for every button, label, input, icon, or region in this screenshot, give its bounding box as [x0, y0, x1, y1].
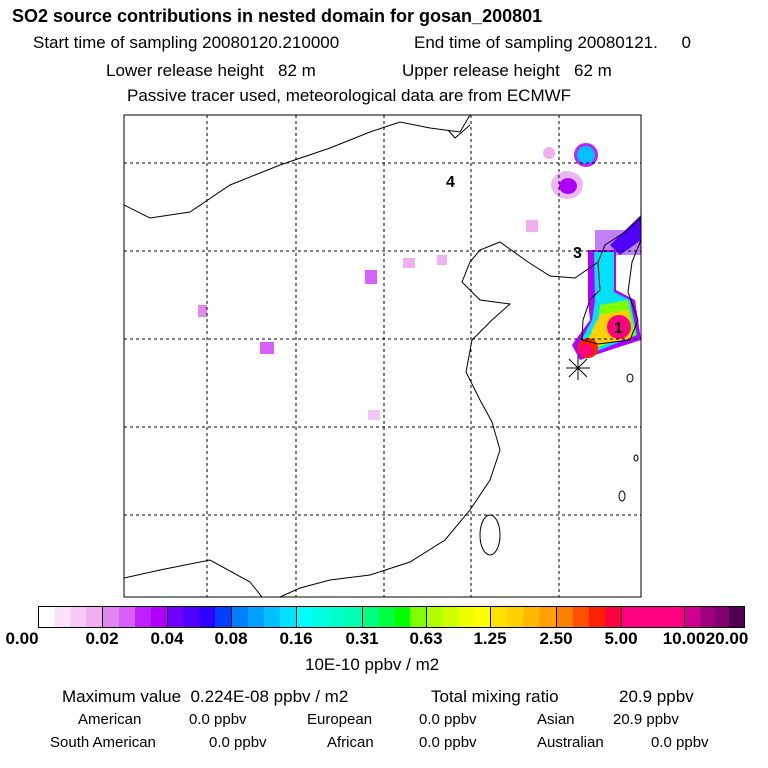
plume-patch	[198, 305, 207, 317]
region-value: 0.0 ppbv	[209, 734, 267, 751]
colorbar-segment	[490, 606, 557, 628]
plot-title: SO2 source contributions in nested domai…	[12, 6, 543, 26]
cluster-label: 3	[573, 245, 582, 262]
colorbar-segment	[556, 606, 622, 628]
cluster-label: 4	[446, 174, 455, 191]
cluster-label: 1	[614, 320, 623, 337]
plume-patch	[580, 344, 592, 356]
colorbar-segment	[621, 606, 685, 628]
colorbar-tick-label: 2.50	[539, 629, 573, 648]
max-value: Maximum value 0.224E-08 ppbv / m2	[62, 687, 349, 706]
plume-patch	[577, 146, 595, 164]
region-name: Australian	[537, 734, 604, 751]
region-name: European	[307, 711, 373, 728]
upper-release-height: Upper release height 62 m	[402, 61, 612, 80]
region-name: American	[78, 711, 142, 728]
plume-patch	[368, 410, 380, 420]
colorbar-tick-label: 0.31	[345, 629, 379, 648]
colorbar-segment	[38, 606, 103, 628]
colorbar-tick-label: 0.02	[85, 629, 119, 648]
total-mixing-value: 20.9 ppbv	[619, 687, 694, 706]
colorbar-tick-label: 0.16	[279, 629, 313, 648]
colorbar-segment	[362, 606, 427, 628]
colorbar-tick-label: 0.00	[5, 629, 39, 648]
coastlines	[124, 115, 641, 597]
plume-patch	[526, 220, 538, 232]
map-frame	[123, 114, 642, 598]
total-mixing-label: Total mixing ratio	[431, 687, 559, 706]
colorbar-segment	[231, 606, 297, 628]
tracer-note: Passive tracer used, meteorological data…	[127, 86, 572, 105]
region-name: Asian	[537, 711, 575, 728]
plume-patch	[260, 342, 274, 354]
region-name: African	[327, 734, 374, 751]
colorbar-segment	[167, 606, 232, 628]
region-value: 0.0 ppbv	[651, 734, 709, 751]
region-value: 0.0 ppbv	[189, 711, 247, 728]
colorbar-tick-label: 5.00	[604, 629, 638, 648]
plume-patch	[559, 178, 577, 194]
plume-patch	[543, 147, 555, 159]
colorbar-segment	[684, 606, 745, 628]
lower-release-height: Lower release height 82 m	[106, 61, 316, 80]
colorbar-tick-label: 20.00	[705, 629, 749, 648]
colorbar-segment	[102, 606, 168, 628]
concentration-field	[198, 143, 641, 420]
colorbar-tick-label: 0.63	[409, 629, 443, 648]
receptor-star-icon	[566, 356, 590, 380]
colorbar	[38, 606, 745, 628]
colorbar-segment	[426, 606, 491, 628]
plume-patch	[437, 255, 447, 265]
region-name: South American	[50, 734, 156, 751]
start-time: Start time of sampling 20080120.210000	[33, 33, 340, 52]
colorbar-tick-label: 1.25	[473, 629, 507, 648]
colorbar-tick-label: 0.04	[150, 629, 184, 648]
region-value: 0.0 ppbv	[419, 711, 477, 728]
colorbar-tick-label: 0.08	[214, 629, 248, 648]
region-value: 20.9 ppbv	[613, 711, 679, 728]
graticule	[124, 115, 641, 597]
end-time: End time of sampling 20080121. 0	[414, 33, 691, 52]
colorbar-unit: 10E-10 ppbv / m2	[305, 655, 440, 674]
region-value: 0.0 ppbv	[419, 734, 477, 751]
plume-patch	[607, 315, 631, 339]
plume-patch	[365, 270, 377, 284]
colorbar-tick-label: 10.00	[662, 629, 706, 648]
plume-patch	[403, 258, 415, 268]
colorbar-segment	[296, 606, 363, 628]
